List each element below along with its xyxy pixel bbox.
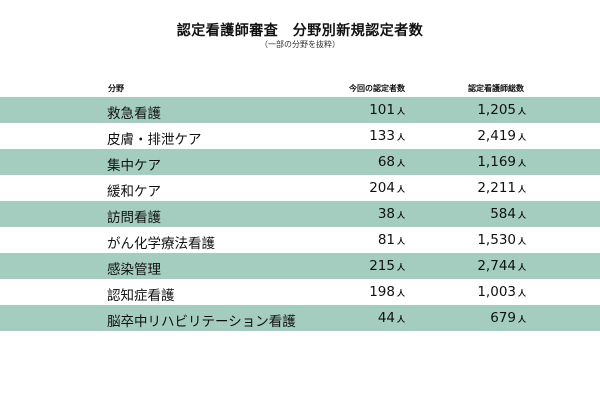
unit-label: 人 <box>518 289 526 298</box>
unit-label: 人 <box>397 107 405 116</box>
total-count-cell: 1,169 人 <box>430 154 526 170</box>
table-body: 救急看護 101 人 1,205 人 皮膚・排泄ケア 133 人 2,419 人 集中ケ… <box>0 97 600 331</box>
total-count: 1,530 <box>477 232 516 248</box>
current-count-cell: 68 人 <box>330 154 405 170</box>
unit-label: 人 <box>397 133 405 142</box>
total-count: 584 <box>490 206 516 222</box>
current-count-cell: 204 人 <box>330 180 405 196</box>
field-name: 皮膚・排泄ケア <box>107 132 202 148</box>
field-name: 認知症看護 <box>107 288 175 304</box>
unit-label: 人 <box>518 107 526 116</box>
field-name: 緩和ケア <box>107 184 161 200</box>
field-name: 救急看護 <box>107 106 161 122</box>
field-name: 感染管理 <box>107 262 161 278</box>
total-count: 2,211 <box>477 180 516 196</box>
page-subtitle: （一部の分野を抜粋） <box>260 40 340 49</box>
unit-label: 人 <box>397 263 405 272</box>
table-row: 緩和ケア 204 人 2,211 人 <box>0 175 600 201</box>
total-count-cell: 2,211 人 <box>430 180 526 196</box>
header-total-count: 認定看護師総数 <box>468 84 524 93</box>
current-count: 68 <box>377 154 395 170</box>
unit-label: 人 <box>518 211 526 220</box>
total-count-cell: 679 人 <box>430 310 526 326</box>
total-count-cell: 2,419 人 <box>430 128 526 144</box>
current-count: 198 <box>369 284 395 300</box>
table-row: 皮膚・排泄ケア 133 人 2,419 人 <box>0 123 600 149</box>
table-row: 集中ケア 68 人 1,169 人 <box>0 149 600 175</box>
total-count-cell: 584 人 <box>430 206 526 222</box>
total-count: 1,205 <box>477 102 516 118</box>
current-count: 101 <box>369 102 395 118</box>
unit-label: 人 <box>397 289 405 298</box>
unit-label: 人 <box>518 237 526 246</box>
field-name: 脳卒中リハビリテーション看護 <box>107 314 296 330</box>
unit-label: 人 <box>397 237 405 246</box>
total-count-cell: 1,530 人 <box>430 232 526 248</box>
table-row: 脳卒中リハビリテーション看護 44 人 679 人 <box>0 305 600 331</box>
current-count-cell: 44 人 <box>330 310 405 326</box>
total-count: 1,169 <box>477 154 516 170</box>
total-count-cell: 2,744 人 <box>430 258 526 274</box>
total-count: 2,419 <box>477 128 516 144</box>
field-name: 訪問看護 <box>107 210 161 226</box>
unit-label: 人 <box>397 211 405 220</box>
table-row: 訪問看護 38 人 584 人 <box>0 201 600 227</box>
table-header: 分野 今回の認定者数 認定看護師総数 <box>0 83 600 97</box>
current-count-cell: 198 人 <box>330 284 405 300</box>
table-row: 救急看護 101 人 1,205 人 <box>0 97 600 123</box>
current-count-cell: 38 人 <box>330 206 405 222</box>
total-count: 679 <box>490 310 516 326</box>
total-count: 1,003 <box>477 284 516 300</box>
current-count-cell: 81 人 <box>330 232 405 248</box>
current-count: 38 <box>377 206 395 222</box>
current-count: 204 <box>369 180 395 196</box>
unit-label: 人 <box>397 159 405 168</box>
unit-label: 人 <box>518 159 526 168</box>
total-count-cell: 1,205 人 <box>430 102 526 118</box>
table-row: 認知症看護 198 人 1,003 人 <box>0 279 600 305</box>
certification-table: 分野 今回の認定者数 認定看護師総数 救急看護 101 人 1,205 人 皮膚・排… <box>0 83 600 331</box>
current-count-cell: 101 人 <box>330 102 405 118</box>
page-title: 認定看護師審査 分野別新規認定者数 <box>176 23 424 39</box>
unit-label: 人 <box>518 315 526 324</box>
unit-label: 人 <box>518 185 526 194</box>
header-field: 分野 <box>108 84 124 93</box>
unit-label: 人 <box>518 133 526 142</box>
current-count-cell: 133 人 <box>330 128 405 144</box>
current-count: 215 <box>369 258 395 274</box>
unit-label: 人 <box>397 185 405 194</box>
table-row: がん化学療法看護 81 人 1,530 人 <box>0 227 600 253</box>
total-count: 2,744 <box>477 258 516 274</box>
field-name: 集中ケア <box>107 158 161 174</box>
current-count: 44 <box>377 310 395 326</box>
unit-label: 人 <box>397 315 405 324</box>
field-name: がん化学療法看護 <box>107 236 215 252</box>
current-count: 81 <box>377 232 395 248</box>
table-row: 感染管理 215 人 2,744 人 <box>0 253 600 279</box>
unit-label: 人 <box>518 263 526 272</box>
current-count-cell: 215 人 <box>330 258 405 274</box>
total-count-cell: 1,003 人 <box>430 284 526 300</box>
header-current-count: 今回の認定者数 <box>349 84 405 93</box>
current-count: 133 <box>369 128 395 144</box>
